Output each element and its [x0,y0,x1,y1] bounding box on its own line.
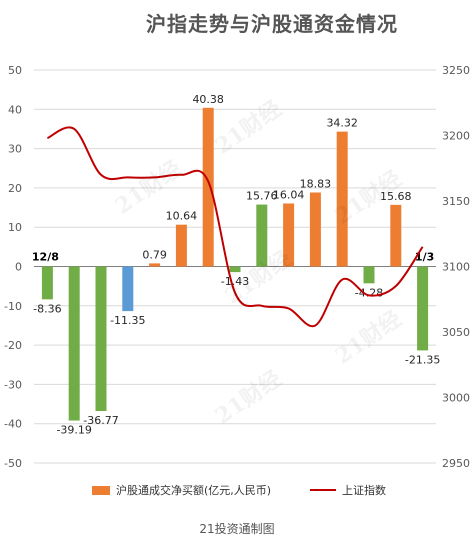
bar [122,266,134,312]
bar [68,266,80,421]
right-tick-label: 3100 [442,261,470,274]
bar [95,266,107,412]
legend-bar-label: 沪股通成交净买额(亿元,人民币) [116,484,272,497]
bar-value-label: 10.64 [166,210,198,223]
index-line [46,126,424,328]
bar [336,131,348,267]
bar [202,107,214,267]
legend-line-swatch [310,489,336,491]
bar-value-label: 15.68 [380,190,412,203]
right-tick-label: 3250 [442,64,470,77]
left-tick-label: 0 [15,261,22,274]
left-tick-label: 10 [8,221,22,234]
legend-item-bars: 沪股通成交净买额(亿元,人民币) [92,482,271,498]
bar-value-label: -36.77 [83,414,118,427]
left-tick-label: 40 [8,103,22,116]
left-tick-label: -30 [4,378,22,391]
right-tick-label: 3000 [442,392,470,405]
bar [309,192,321,267]
bar-value-label: 34.32 [326,117,358,130]
right-tick-label: 3150 [442,195,470,208]
bar-value-label: 16.04 [273,188,305,201]
bar-value-label: 18.83 [300,177,332,190]
bar [283,203,295,267]
left-tick-label: 50 [8,64,22,77]
bar-value-label: -8.36 [33,302,61,315]
bar [149,263,161,267]
bar [417,266,429,351]
bar-value-label: -1.43 [221,275,249,288]
bar-value-label: -21.35 [405,353,440,366]
bar-value-label: 15.76 [246,190,278,203]
left-tick-label: -20 [4,339,22,352]
last-date-label: 1/3 [415,251,434,264]
left-tick-label: 20 [8,182,22,195]
bar-value-label: 0.79 [142,248,167,261]
right-tick-label: 3200 [442,130,470,143]
left-tick-label: -10 [4,300,22,313]
right-tick-label: 3050 [442,326,470,339]
bar [363,266,375,284]
bar-value-label: -39.19 [56,424,91,437]
chart-title: 沪指走势与沪股通资金情况 [146,12,398,36]
legend-item-line: 上证指数 [310,482,386,498]
bar-value-label: 40.38 [192,93,224,106]
legend: 沪股通成交净买额(亿元,人民币) 上证指数 [0,482,474,500]
left-tick-label: 30 [8,143,22,156]
legend-line-label: 上证指数 [342,484,386,497]
right-tick-label: 2950 [442,457,470,470]
bar [229,266,241,273]
bar [256,204,268,267]
legend-bar-swatch [92,485,110,495]
left-tick-label: -50 [4,457,22,470]
bar-value-label: -11.35 [110,314,145,327]
bar [41,266,53,300]
left-tick-label: -40 [4,418,22,431]
bar [175,224,187,267]
bar [390,204,402,267]
first-date-label: 12/8 [32,251,59,264]
footer-credit: 21投资通制图 [199,522,275,536]
